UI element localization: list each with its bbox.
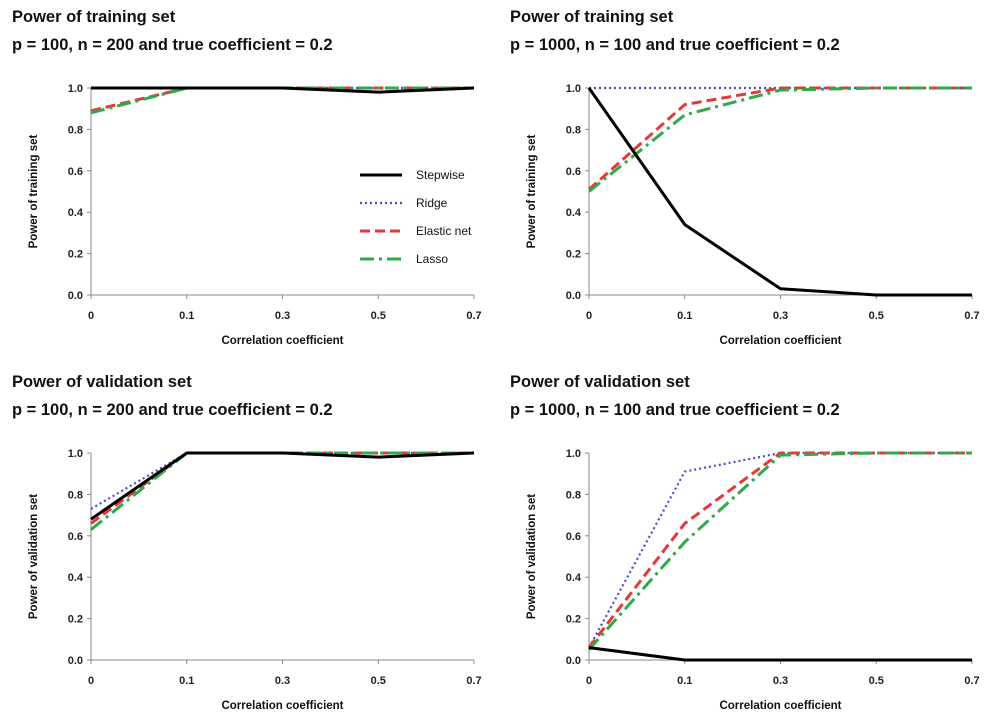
x-tick-label: 0 (88, 675, 94, 687)
x-tick-label: 0.1 (179, 675, 194, 687)
y-tick-label: 0.0 (68, 290, 83, 302)
x-tick-label: 0.5 (371, 310, 386, 322)
legend-label: Stepwise (416, 168, 465, 182)
chart-title: Power of validation set (12, 373, 192, 391)
y-tick-label: 0.4 (566, 572, 582, 584)
x-tick-label: 0.3 (275, 310, 290, 322)
y-tick-label: 0.0 (566, 290, 581, 302)
x-tick-label: 0.3 (275, 675, 290, 687)
legend-label: Ridge (416, 196, 448, 210)
series-line-stepwise (587, 87, 972, 297)
series-line-lasso (90, 451, 474, 531)
y-tick-label: 1.0 (566, 448, 581, 460)
chart-svg: 0.0 0.2 0.4 0.6 0.8 1.0 0 0.1 0.3 0.5 0.7 Correlati… (28, 448, 482, 712)
series-line-stepwise (91, 86, 475, 94)
panel-validation-p1000: Power of validation set p = 1000, n = 10… (508, 365, 985, 721)
y-tick-label: 0.8 (68, 124, 83, 136)
y-tick-label: 0.8 (566, 489, 581, 501)
x-axis-label: Correlation coefficient (719, 700, 841, 712)
y-tick-label: 1.0 (566, 83, 581, 95)
x-axis-label: Correlation coefficient (221, 335, 343, 347)
x-tick-label: 0.1 (677, 310, 692, 322)
y-tick-label: 0.2 (566, 249, 581, 261)
x-axis-label: Correlation coefficient (221, 700, 343, 712)
x-tick-label: 0 (586, 675, 592, 687)
series-line-elastic-net (587, 451, 972, 649)
chart-title: Power of validation set (510, 373, 690, 391)
x-tick-label: 0.1 (677, 675, 692, 687)
legend-label: Lasso (416, 252, 448, 266)
y-tick-label: 1.0 (68, 83, 83, 95)
y-tick-label: 0.4 (566, 207, 582, 219)
series-line-stepwise (90, 451, 475, 521)
y-tick-label: 0.0 (68, 655, 83, 667)
y-tick-label: 0.6 (68, 531, 83, 543)
panel-training-p100: Power of training set p = 100, n = 200 a… (10, 0, 500, 356)
y-tick-label: 0.0 (566, 655, 581, 667)
y-tick-label: 0.4 (68, 572, 84, 584)
chart-title: Power of training set (510, 8, 674, 26)
y-tick-label: 0.2 (68, 249, 83, 261)
series-line-ridge (588, 451, 972, 649)
x-tick-label: 0.5 (869, 310, 884, 322)
x-tick-label: 0.5 (371, 675, 386, 687)
y-tick-label: 0.8 (566, 124, 581, 136)
panel-validation-p100: Power of validation set p = 100, n = 200… (10, 365, 500, 721)
x-tick-label: 0 (586, 310, 592, 322)
y-axis-label: Power of validation set (526, 494, 538, 619)
series-line-elastic-net (90, 451, 474, 525)
y-tick-label: 0.6 (68, 166, 83, 178)
y-axis-label: Power of validation set (28, 494, 40, 619)
x-tick-label: 0.7 (964, 310, 979, 322)
y-axis-label: Power of training set (526, 134, 538, 248)
chart-svg: 0.0 0.2 0.4 0.6 0.8 1.0 0 0.1 0.3 0.5 0.7 Correlati… (28, 83, 482, 347)
legend-label: Elastic net (416, 224, 472, 238)
y-tick-label: 0.6 (566, 166, 581, 178)
chart-subtitle: p = 1000, n = 100 and true coefficient =… (510, 36, 840, 54)
y-tick-label: 1.0 (68, 448, 83, 460)
x-tick-label: 0.3 (773, 310, 788, 322)
x-tick-label: 0.5 (869, 675, 884, 687)
y-tick-label: 0.4 (68, 207, 84, 219)
series-line-elastic-net (588, 86, 972, 191)
y-axis-label: Power of training set (28, 134, 40, 248)
chart-subtitle: p = 100, n = 200 and true coefficient = … (12, 401, 333, 419)
y-tick-label: 0.2 (566, 614, 581, 626)
series-line-lasso (588, 86, 972, 193)
chart-svg: 0.0 0.2 0.4 0.6 0.8 1.0 0 0.1 0.3 0.5 0.7 Correlati… (526, 448, 980, 712)
y-tick-label: 0.2 (68, 614, 83, 626)
chart-title: Power of training set (12, 8, 176, 26)
series-line-stepwise (588, 646, 972, 662)
series-line-lasso (587, 451, 972, 651)
chart-subtitle: p = 100, n = 200 and true coefficient = … (12, 36, 333, 54)
legend: Stepwise Ridge Elastic net Lasso (360, 168, 472, 266)
y-tick-label: 0.8 (68, 489, 83, 501)
x-tick-label: 0.7 (964, 675, 979, 687)
x-tick-label: 0.3 (773, 675, 788, 687)
x-tick-label: 0 (88, 310, 94, 322)
x-axis-label: Correlation coefficient (719, 335, 841, 347)
x-tick-label: 0.7 (466, 310, 481, 322)
panel-training-p1000: Power of training set p = 1000, n = 100 … (508, 0, 985, 356)
x-tick-label: 0.1 (179, 310, 194, 322)
chart-svg: 0.0 0.2 0.4 0.6 0.8 1.0 0 0.1 0.3 0.5 0.7 Correlati… (526, 83, 980, 347)
chart-subtitle: p = 1000, n = 100 and true coefficient =… (510, 401, 840, 419)
y-tick-label: 0.6 (566, 531, 581, 543)
x-tick-label: 0.7 (466, 675, 481, 687)
